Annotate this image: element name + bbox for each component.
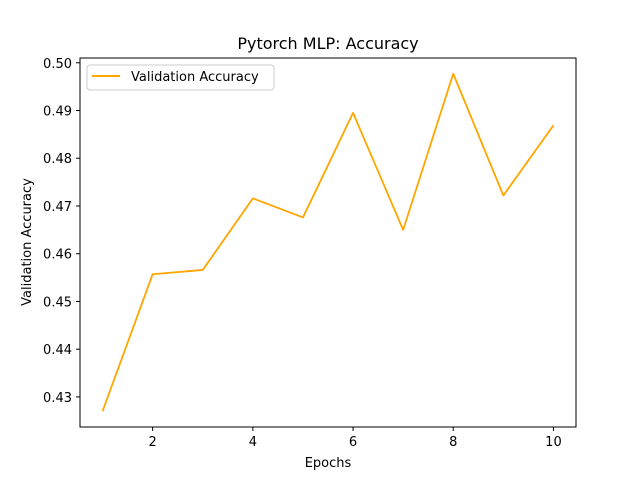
series-layer <box>101 72 555 412</box>
x-tick-label: 8 <box>449 435 457 450</box>
x-tick-label: 2 <box>149 435 157 450</box>
x-axis-label: Epochs <box>305 456 352 471</box>
legend-label-validation-accuracy: Validation Accuracy <box>131 70 259 85</box>
plot-background <box>80 58 576 427</box>
x-tick-label: 6 <box>349 435 357 450</box>
legend-frame <box>86 64 275 91</box>
y-tick-label: 0.50 <box>43 57 72 72</box>
y-tick-label: 0.44 <box>43 343 72 358</box>
y-tick-label: 0.48 <box>43 152 72 167</box>
y-tick-label: 0.46 <box>43 248 72 263</box>
series-line-validation-accuracy <box>101 72 555 412</box>
y-tick-label: 0.49 <box>43 105 72 120</box>
plot-area: 2 4 6 8 10 0.43 0.44 0.45 0.46 0.47 0.48 0.49 0.50 <box>43 57 577 450</box>
y-axis-label: Validation Accuracy <box>20 178 35 306</box>
legend: Validation Accuracy <box>86 64 275 91</box>
y-ticks: 0.43 0.44 0.45 0.46 0.47 0.48 0.49 0.50 <box>43 57 80 406</box>
y-tick-label: 0.47 <box>43 200 72 215</box>
y-tick-label: 0.43 <box>43 391 72 406</box>
x-ticks: 2 4 6 8 10 <box>149 427 562 450</box>
y-tick-label: 0.45 <box>43 295 72 310</box>
x-tick-label: 4 <box>249 435 257 450</box>
plot-frame <box>79 57 577 428</box>
chart-title: Pytorch MLP: Accuracy <box>237 34 418 53</box>
x-tick-label: 10 <box>545 435 562 450</box>
